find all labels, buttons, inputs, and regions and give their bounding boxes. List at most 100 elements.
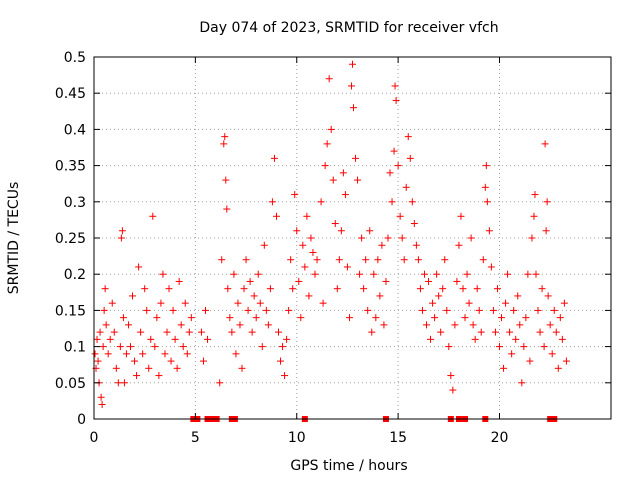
data-point [264,321,272,329]
data-point [443,306,451,314]
data-point [465,299,473,307]
data-point [427,335,435,343]
data-point [277,357,285,365]
x-tick-label: 5 [191,430,200,446]
data-point [388,198,396,206]
data-point [287,256,295,264]
data-point [223,205,231,213]
data-point [345,314,353,322]
data-point [218,256,226,264]
data-point [506,328,514,336]
data-point [299,241,307,249]
data-point [530,212,538,220]
data-point [321,162,329,170]
y-tick-label: 0.05 [55,376,86,392]
data-point [96,328,104,336]
data-point [108,299,116,307]
data-point [455,241,463,249]
data-point [303,212,311,220]
data-point [368,328,376,336]
data-point [479,256,487,264]
data-point [165,285,173,293]
data-point [352,154,360,162]
y-tick-label: 0.25 [55,231,86,247]
data-point [224,285,232,293]
data-point [364,306,372,314]
data-point [293,227,301,235]
data-point [187,314,195,322]
data-point [226,314,234,322]
data-point [135,263,143,271]
data-point [248,328,256,336]
data-point [560,299,568,307]
data-point [358,234,366,242]
data-point [204,335,212,343]
data-point [540,343,548,351]
data-point [262,306,270,314]
data-point [522,314,530,322]
data-point [151,343,159,351]
data-point [106,335,114,343]
data-point [406,154,414,162]
data-point [558,335,566,343]
data-point [412,241,420,249]
data-point [512,335,520,343]
x-axis-title: GPS time / hours [290,458,407,474]
data-point [283,335,291,343]
data-point [260,241,268,249]
data-point [131,357,139,365]
data-point [143,306,151,314]
data-point [98,401,106,409]
data-point [104,350,112,358]
x-tick-label: 0 [90,430,99,446]
data-point [449,386,457,394]
data-point [279,343,287,351]
y-tick-label: 0 [77,412,86,428]
data-point [382,277,390,285]
y-tick-label: 0.2 [64,267,86,283]
data-point [390,147,398,155]
data-point [429,299,437,307]
y-tick-label: 0.3 [64,195,86,211]
data-point [149,212,157,220]
data-point [119,314,127,322]
x-tick-label: 15 [389,430,407,446]
y-tick-label: 0.5 [64,50,86,66]
data-point [313,256,321,264]
data-point [305,292,313,300]
data-point [441,256,449,264]
data-point [242,256,250,264]
data-point [536,328,544,336]
y-tick-labels: 0 0.05 0.1 0.15 0.2 0.25 0.3 0.35 0.4 0.45 0.5 [55,50,86,428]
data-point [202,306,210,314]
data-point [350,104,358,112]
data-point [498,314,506,322]
data-point [431,314,439,322]
y-tick-label: 0.35 [55,159,86,175]
data-point [173,364,181,372]
axis-ticks [93,56,611,420]
data-point [541,140,549,148]
data-point [477,328,485,336]
data-point [493,285,501,293]
data-point [408,198,416,206]
data-point [483,198,491,206]
data-point [101,285,109,293]
data-point [197,328,205,336]
data-point [116,343,124,351]
data-point [445,343,453,351]
data-point [199,357,207,365]
data-point [538,285,546,293]
data-point [469,321,477,329]
data-point [258,343,266,351]
data-point [232,350,240,358]
data-point [163,328,171,336]
data-point [323,140,331,148]
data-point [240,285,248,293]
data-point [473,285,481,293]
data-point [124,321,132,329]
data-point [370,270,378,278]
data-point [256,299,264,307]
data-point [181,299,189,307]
